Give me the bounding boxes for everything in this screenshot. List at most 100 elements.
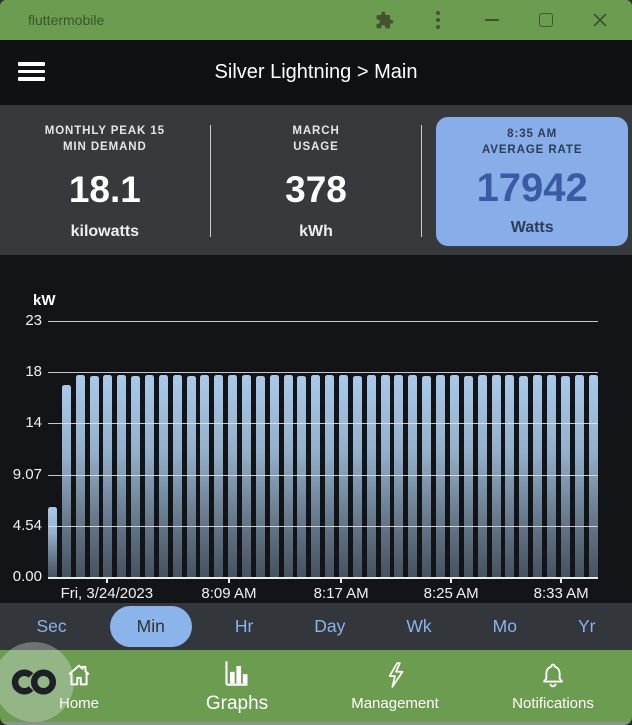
stat-label: MONTHLY PEAK 15 MIN DEMAND — [44, 125, 165, 153]
stat-card-march-usage: MARCH USAGE 378 kWh — [211, 105, 421, 255]
chart-bar — [408, 374, 418, 577]
browser-menu-icon[interactable] — [428, 10, 448, 30]
y-axis-unit-label: kW — [33, 292, 56, 309]
chart-bar — [339, 374, 349, 577]
tab-wk[interactable]: Wk — [388, 609, 449, 645]
chart-bar — [214, 374, 224, 577]
bell-icon — [539, 660, 567, 690]
chart-bar — [574, 374, 584, 577]
divider — [209, 125, 212, 237]
stat-value: 378 — [285, 169, 347, 210]
chart-bar — [117, 374, 127, 577]
x-tick-label: 8:09 AM — [201, 585, 257, 602]
chart-bar — [533, 374, 543, 577]
assistant-overlay-button[interactable] — [0, 642, 74, 722]
stat-label: 8:35 AM AVERAGE RATE — [481, 128, 583, 156]
y-tick-label: 9.07 — [12, 465, 42, 483]
hamburger-menu-button[interactable] — [18, 62, 45, 81]
puzzle-extension-icon[interactable] — [374, 10, 394, 30]
chart-bar — [546, 374, 556, 577]
tab-min[interactable]: Min — [109, 605, 192, 648]
chart-bar — [477, 374, 487, 577]
chart-bars — [48, 321, 598, 577]
y-tick-label: 4.54 — [12, 516, 42, 534]
chart-bar — [48, 507, 57, 577]
lightning-icon — [382, 660, 408, 690]
y-tick-label: 0.00 — [12, 568, 42, 585]
chart-bar — [242, 374, 252, 577]
chart-bar — [449, 374, 459, 577]
nav-item-management[interactable]: Management — [316, 650, 474, 722]
tab-hr[interactable]: Hr — [217, 609, 271, 645]
chart-bar — [352, 376, 362, 577]
chart-bar — [560, 376, 570, 577]
chart-bar — [380, 374, 390, 577]
stat-value: 17942 — [476, 166, 588, 210]
chart-bar — [519, 376, 529, 577]
minimize-button[interactable] — [482, 10, 502, 30]
chart-bar — [588, 374, 598, 577]
nav-item-home[interactable]: Home — [0, 650, 158, 722]
average-rate-card[interactable]: 8:35 AM AVERAGE RATE 17942 Watts — [436, 117, 629, 246]
x-tick-label: 8:17 AM — [313, 585, 369, 602]
nav-label: Graphs — [205, 692, 269, 714]
chart-bar — [297, 376, 307, 577]
window-titlebar: fluttermobile — [0, 0, 632, 40]
nav-label: Notifications — [512, 695, 594, 712]
chart-bar — [283, 374, 293, 577]
chart-bar — [394, 374, 404, 577]
chart-bar — [269, 374, 279, 577]
gridline — [48, 372, 598, 374]
nav-item-notifications[interactable]: Notifications — [474, 650, 632, 722]
y-axis-labels: 0.00 4.54 9.07 14 18 23 — [0, 312, 44, 585]
nav-label: Home — [58, 695, 99, 712]
chart-bar — [491, 374, 501, 577]
nav-item-graphs[interactable]: Graphs — [158, 650, 316, 722]
stat-unit: Watts — [510, 219, 554, 236]
page-title: Silver Lightning > Main — [214, 61, 418, 83]
x-tick-mark — [105, 577, 108, 583]
y-tick-label: 18 — [25, 363, 42, 381]
chart-bar — [505, 374, 515, 577]
window-title: fluttermobile — [28, 12, 105, 28]
tab-sec[interactable]: Sec — [18, 609, 84, 645]
tab-mo[interactable]: Mo — [475, 609, 535, 645]
chart-bar — [103, 374, 113, 577]
x-tick-mark — [450, 577, 453, 583]
chart-bar — [325, 374, 335, 577]
stat-unit: kilowatts — [70, 223, 140, 240]
stat-card-monthly-peak: MONTHLY PEAK 15 MIN DEMAND 18.1 kilowatts — [0, 105, 210, 255]
bar-chart-icon — [223, 658, 251, 688]
y-tick-label: 23 — [25, 312, 42, 329]
x-tick-mark — [340, 577, 343, 583]
x-tick-label: 8:33 AM — [533, 585, 589, 602]
co-logo-icon — [11, 669, 57, 695]
stat-value: 18.1 — [68, 169, 141, 210]
close-button[interactable] — [590, 10, 610, 30]
chart-bar — [172, 374, 182, 577]
stats-panel: MONTHLY PEAK 15 MIN DEMAND 18.1 kilowatts… — [0, 105, 632, 255]
maximize-button[interactable] — [536, 10, 556, 30]
chart-bar — [131, 376, 141, 577]
x-tick-label: Fri, 3/24/2023 — [60, 585, 154, 602]
x-tick-label: 8:25 AM — [423, 585, 479, 602]
gridline — [48, 474, 598, 476]
divider — [420, 125, 423, 237]
chart-bar — [200, 374, 210, 577]
gridline — [48, 423, 598, 425]
chart-bar — [89, 376, 99, 577]
app-bar: Silver Lightning > Main — [0, 40, 632, 105]
y-tick-label: 14 — [25, 414, 42, 432]
chart-bar — [436, 374, 446, 577]
chart-bar — [145, 374, 155, 577]
stat-label: MARCH USAGE — [292, 125, 340, 153]
chart-bar — [463, 376, 473, 577]
chart-bar — [422, 376, 432, 577]
chart-bar — [75, 374, 85, 577]
gridline — [48, 321, 598, 322]
tab-day[interactable]: Day — [296, 609, 363, 645]
tab-yr[interactable]: Yr — [560, 609, 614, 645]
chart-plot-area — [48, 321, 598, 579]
chart-bar — [255, 376, 265, 577]
